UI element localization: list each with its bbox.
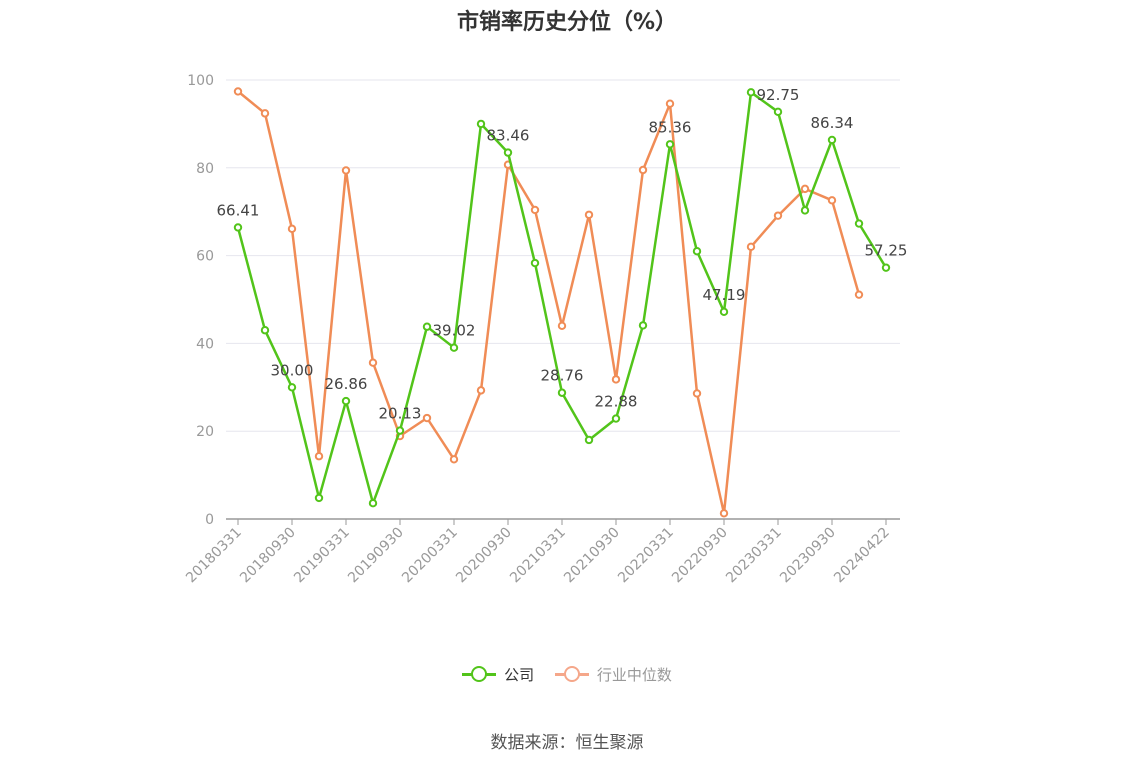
y-tick-label: 20	[196, 424, 214, 440]
legend-item-company[interactable]: 公司	[462, 664, 534, 685]
data-label: 66.41	[217, 201, 260, 219]
data-point	[584, 210, 594, 219]
data-point	[395, 426, 405, 435]
y-tick-label: 80	[196, 161, 214, 177]
data-point	[827, 135, 837, 145]
data-point	[314, 452, 324, 461]
x-tick-label: 20200331	[399, 525, 461, 587]
legend-circle-icon	[471, 666, 488, 682]
data-point	[665, 140, 675, 149]
chart-title: 市销率历史分位（%）	[456, 10, 678, 35]
legend-label-industry: 行业中位数	[596, 666, 672, 684]
data-point	[260, 326, 270, 335]
data-label: 57.25	[865, 242, 908, 260]
data-point	[287, 383, 297, 392]
data-point	[665, 99, 675, 108]
legend-circle-icon	[563, 666, 580, 682]
data-label: 85.36	[649, 118, 692, 136]
series-line-industry	[237, 90, 861, 515]
data-point	[773, 107, 783, 117]
data-point	[233, 87, 243, 96]
data-point	[638, 165, 648, 175]
data-point	[530, 205, 540, 215]
y-tick-label: 40	[196, 336, 214, 352]
data-label: 30.00	[271, 361, 314, 379]
data-point	[746, 88, 756, 97]
data-label: 28.76	[541, 367, 584, 385]
data-label: 39.02	[433, 322, 476, 340]
data-point	[476, 119, 486, 129]
source-note: 数据来源：恒生聚源	[490, 733, 644, 753]
data-point	[638, 321, 648, 330]
data-point	[854, 219, 864, 228]
legend: 公司 行业中位数	[0, 662, 1134, 685]
data-point	[449, 343, 459, 352]
data-point	[719, 307, 729, 317]
data-point	[800, 184, 810, 194]
y-tick-label: 60	[196, 249, 214, 265]
legend-line-icon	[462, 666, 497, 682]
data-point	[422, 413, 432, 423]
data-point	[422, 322, 432, 331]
data-point	[746, 242, 756, 252]
data-point	[881, 263, 891, 272]
data-point	[611, 375, 621, 384]
x-tick-label: 20190331	[291, 525, 353, 587]
data-point	[557, 321, 567, 331]
data-point	[449, 455, 459, 464]
x-tick-label: 20200930	[453, 525, 515, 587]
x-tick-label: 20210331	[507, 525, 569, 587]
x-tick-label: 20190930	[345, 525, 407, 587]
x-tick-label: 20220331	[615, 525, 677, 587]
data-point	[854, 290, 864, 299]
data-point	[341, 396, 351, 406]
data-label: 83.46	[487, 127, 530, 145]
data-point	[530, 258, 540, 268]
data-point	[773, 211, 783, 220]
data-label: 20.13	[379, 405, 422, 423]
data-point	[692, 247, 702, 256]
legend-line-icon	[554, 666, 589, 682]
data-point	[800, 206, 810, 215]
data-label: 86.34	[811, 114, 854, 132]
x-tick-label: 20230930	[777, 525, 839, 587]
data-point	[557, 388, 567, 397]
x-tick-label: 20180930	[237, 525, 299, 587]
x-tick-label: 20180331	[183, 525, 245, 587]
data-label: 92.75	[757, 86, 800, 104]
data-point	[287, 224, 297, 234]
x-tick-label: 20230331	[723, 525, 785, 587]
data-point	[611, 414, 621, 423]
data-point	[368, 498, 378, 508]
data-point	[503, 148, 513, 157]
data-point	[314, 493, 324, 503]
y-tick-label: 100	[187, 73, 214, 89]
data-point	[719, 509, 729, 518]
x-tick-label: 20210930	[561, 525, 623, 587]
data-label: 22.88	[595, 393, 638, 411]
data-point	[476, 386, 486, 395]
x-tick-label: 20220930	[669, 525, 731, 587]
data-point	[368, 358, 378, 367]
data-label: 26.86	[325, 375, 368, 393]
data-point	[827, 196, 837, 205]
data-point	[692, 389, 702, 398]
x-tick-label: 20240422	[831, 525, 893, 587]
legend-item-industry[interactable]: 行业中位数	[554, 664, 672, 685]
legend-label-company: 公司	[504, 666, 535, 684]
data-point	[341, 166, 351, 175]
data-label: 47.19	[703, 286, 746, 304]
data-point	[233, 223, 243, 232]
y-tick-label: 0	[205, 512, 214, 528]
data-point	[260, 109, 270, 118]
data-point	[584, 435, 594, 445]
